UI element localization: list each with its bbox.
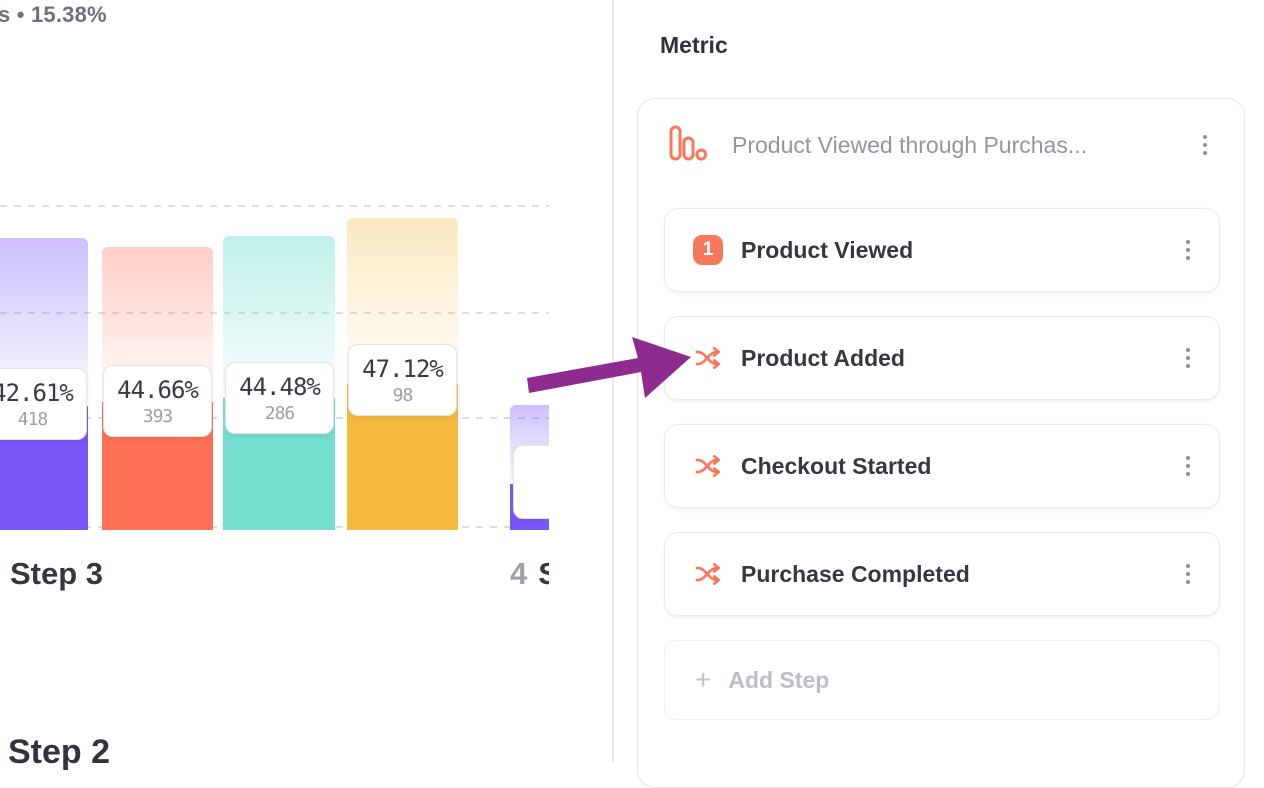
step-kebab-menu-icon[interactable] [1175, 451, 1201, 481]
metric-kebab-menu-icon[interactable] [1192, 130, 1218, 160]
metric-card-header[interactable]: Product Viewed through Purchas... [638, 99, 1244, 191]
step-row-product-viewed[interactable]: 1 Product Viewed [664, 208, 1220, 292]
step-row-purchase-completed[interactable]: Purchase Completed [664, 532, 1220, 616]
gridline [0, 312, 549, 314]
shuffle-icon [693, 563, 723, 585]
shuffle-icon [693, 347, 723, 369]
funnel-metric-icon [669, 125, 707, 166]
shuffle-icon [693, 455, 723, 477]
add-step-label: Add Step [728, 666, 830, 693]
bar-count: 393 [142, 405, 173, 427]
funnel-bar-step4-purple[interactable]: 37 [510, 0, 549, 612]
funnel-chart-section: s • 15.38% 42.61% 418 44.66% [0, 0, 612, 771]
step-row-checkout-started[interactable]: Checkout Started [664, 424, 1220, 508]
section-heading-step-2: Step 2 [8, 733, 111, 771]
axis-step-number: 4 [510, 556, 528, 591]
bar-value-label: 42.61% 418 [0, 368, 87, 440]
panel-heading: Metric [660, 32, 728, 58]
bar-value-label: 44.66% 393 [103, 365, 212, 437]
bar-value-label: 47.12% 98 [348, 344, 457, 416]
step-row-product-added[interactable]: Product Added [664, 316, 1220, 400]
bar-count: 98 [392, 384, 414, 406]
conversion-summary-text: s • 15.38% [0, 2, 107, 27]
bar-percent: 42.61% [0, 378, 74, 407]
bar-value-label: 37 [513, 445, 549, 519]
metric-card: Product Viewed through Purchas... 1 Prod… [637, 98, 1245, 788]
add-step-button[interactable]: + Add Step [664, 640, 1220, 720]
bar-percent: 47.12% [362, 354, 444, 383]
bar-value-label: 44.48% 286 [225, 362, 334, 434]
bar-percent: 44.48% [239, 372, 321, 401]
step-kebab-menu-icon[interactable] [1175, 559, 1201, 589]
funnel-chart-plot: 42.61% 418 44.66% 393 44.48% 286 [0, 0, 549, 612]
funnel-bar-step3-purple[interactable]: 42.61% 418 [0, 0, 88, 612]
funnel-bar-step3-amber[interactable]: 47.12% 98 [347, 0, 458, 612]
axis-label-step-3: Step 3 [10, 556, 103, 592]
step-label: Product Viewed [741, 236, 914, 263]
step-label: Checkout Started [741, 452, 932, 479]
step-label: Purchase Completed [741, 560, 970, 587]
plus-icon: + [695, 664, 712, 695]
bar-count: 418 [17, 408, 48, 430]
metric-panel: Metric Product Viewed through Purchas... [614, 0, 1264, 788]
bar-count: 286 [264, 402, 295, 424]
funnel-bar-step3-coral[interactable]: 44.66% 393 [102, 0, 213, 612]
axis-step-text: Step 4 [538, 556, 549, 591]
step-kebab-menu-icon[interactable] [1175, 235, 1201, 265]
step-number-badge: 1 [693, 235, 723, 265]
axis-step-text: Step 3 [10, 556, 104, 591]
step-kebab-menu-icon[interactable] [1175, 343, 1201, 373]
metric-title: Product Viewed through Purchas... [732, 131, 1088, 158]
step-label: Product Added [741, 344, 905, 371]
bar-percent: 44.66% [117, 375, 199, 404]
axis-label-step-4: 4 Step 4 [510, 556, 549, 592]
funnel-bar-step3-teal[interactable]: 44.48% 286 [223, 0, 335, 612]
gridline [0, 205, 549, 207]
